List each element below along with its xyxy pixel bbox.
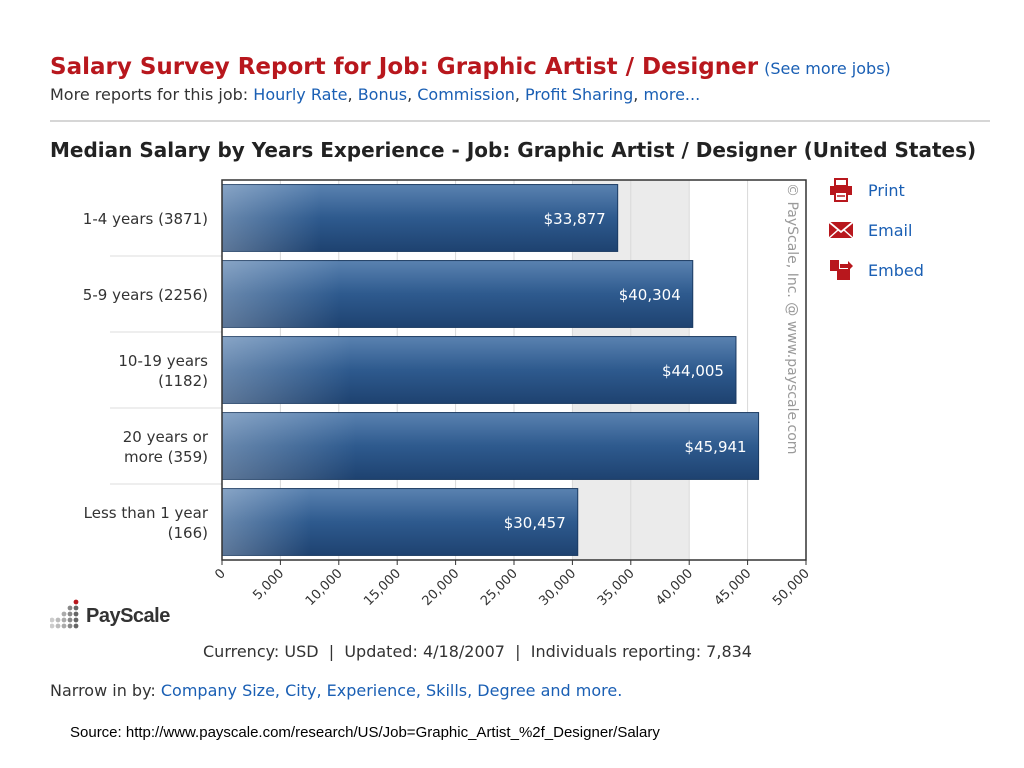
bar-value-label: $45,941 [685, 438, 747, 456]
footer-info: Currency: USD | Updated: 4/18/2007 | Ind… [203, 642, 752, 661]
category-label: Less than 1 year [84, 504, 209, 522]
report-title: Salary Survey Report for Job: Graphic Ar… [50, 54, 891, 80]
category-label: 5-9 years (2256) [83, 286, 208, 304]
print-link[interactable]: Print [828, 178, 905, 202]
x-tick-label: 45,000 [712, 566, 755, 609]
bonus-link[interactable]: Bonus [357, 85, 408, 104]
separator: | [510, 642, 526, 661]
section-divider [50, 120, 990, 122]
x-tick-label: 40,000 [653, 566, 696, 609]
narrow-links[interactable]: Company Size, City, Experience, Skills, … [160, 681, 623, 700]
category-label: more (359) [124, 448, 208, 466]
more-link[interactable]: more... [643, 85, 701, 104]
bar-shine [222, 488, 578, 556]
profit-sharing-link[interactable]: Profit Sharing [525, 85, 634, 104]
more-reports-row: More reports for this job: Hourly Rate, … [50, 85, 701, 104]
email-link[interactable]: Email [828, 218, 912, 242]
x-tick-label: 25,000 [478, 566, 521, 609]
source-caption: Source: http://www.payscale.com/research… [70, 724, 660, 741]
bar-shine [222, 260, 693, 328]
payscale-logo[interactable]: PayScale [50, 598, 170, 634]
embed-link[interactable]: Embed [828, 258, 924, 282]
narrow-label: Narrow in by: [50, 681, 156, 700]
x-tick-label: 35,000 [595, 566, 638, 609]
commission-link[interactable]: Commission [417, 85, 515, 104]
embed-label: Embed [868, 260, 924, 280]
currency-value: USD [284, 642, 319, 661]
category-label: (166) [168, 524, 208, 542]
bar-value-label: $33,877 [544, 210, 606, 228]
hourly-rate-link[interactable]: Hourly Rate [253, 85, 348, 104]
x-tick-label: 5,000 [250, 566, 287, 603]
x-tick-label: 0 [212, 566, 228, 582]
bar-value-label: $40,304 [619, 286, 681, 304]
bar-value-label: $30,457 [504, 514, 566, 532]
updated-value: 4/18/2007 [422, 642, 505, 661]
narrow-in-row: Narrow in by: Company Size, City, Experi… [50, 681, 622, 700]
x-tick-label: 30,000 [536, 566, 579, 609]
bar-shine [222, 336, 736, 404]
x-tick-label: 10,000 [303, 566, 346, 609]
bar-value-label: $44,005 [662, 362, 724, 380]
x-tick-label: 15,000 [361, 566, 404, 609]
category-label: 10-19 years [118, 352, 208, 370]
envelope-icon [828, 221, 854, 239]
currency-label: Currency: [203, 642, 280, 661]
category-label: (1182) [158, 372, 208, 390]
more-reports-label: More reports for this job: [50, 85, 249, 104]
separator: | [323, 642, 340, 661]
category-label: 20 years or [123, 428, 209, 446]
chart-watermark: © PayScale, Inc. @ www.payscale.com [784, 183, 800, 454]
salary-bar-chart: $33,877 1-4 years (3871) $40,304 5-9 years … [83, 179, 813, 609]
payscale-logo-text: PayScale [86, 604, 170, 627]
see-more-jobs-link[interactable]: (See more jobs) [764, 59, 891, 78]
bar-shine [222, 184, 618, 252]
email-label: Email [868, 220, 913, 240]
payscale-logo-icon [50, 599, 79, 629]
report-title-text: Salary Survey Report for Job: Graphic Ar… [50, 54, 759, 80]
x-tick-label: 20,000 [420, 566, 463, 609]
category-label: 1-4 years (3871) [83, 210, 208, 228]
print-label: Print [868, 180, 905, 200]
individuals-label: Individuals reporting: [530, 642, 702, 661]
printer-icon [830, 178, 852, 202]
x-tick-label: 50,000 [770, 566, 813, 609]
updated-label: Updated: [344, 642, 418, 661]
chart-title: Median Salary by Years Experience - Job:… [50, 138, 977, 162]
individuals-value: 7,834 [706, 642, 752, 661]
embed-icon [830, 260, 853, 280]
bar-shine [222, 412, 759, 480]
